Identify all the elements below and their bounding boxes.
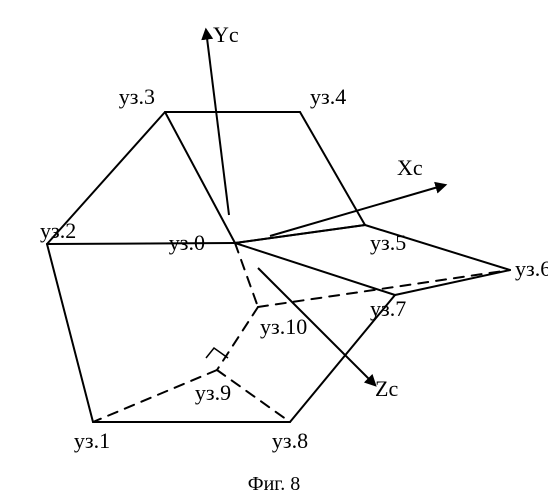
axis-label-Yc: Yc — [213, 22, 239, 47]
vertex-label-p6: уз.6 — [515, 256, 548, 281]
right-angle-marker — [206, 348, 228, 358]
axis-Yc — [206, 30, 229, 215]
vertex-label-p5: уз.5 — [370, 230, 406, 255]
edge-p0-p2 — [47, 243, 235, 244]
hidden-edge-p10-p9 — [217, 307, 258, 370]
vertex-label-p2: уз.2 — [40, 218, 76, 243]
vertex-label-p9: уз.9 — [195, 380, 231, 405]
axis-label-Zc: Zc — [375, 376, 398, 401]
edge-p4-p5 — [300, 112, 365, 225]
axis-Xc — [270, 185, 445, 236]
hidden-edge-p0-p10 — [235, 243, 258, 307]
vertex-label-p7: уз.7 — [370, 296, 406, 321]
vertex-label-p10: уз.10 — [260, 314, 307, 339]
figure-caption: Фиг. 8 — [248, 473, 300, 495]
edge-p6-p7 — [395, 270, 510, 295]
figure-diagram: Yc Xc Zc уз.0 уз.1 уз.2 уз.3 уз.4 уз.5 уз.6 уз.7 уз… — [0, 0, 548, 500]
axis-label-Xc: Xc — [397, 155, 423, 180]
vertex-label-p4: уз.4 — [310, 84, 346, 109]
vertex-label-p1: уз.1 — [74, 428, 110, 453]
vertex-label-p8: уз.8 — [272, 428, 308, 453]
vertex-label-p0: уз.0 — [169, 230, 205, 255]
vertex-label-p3: уз.3 — [119, 84, 155, 109]
edge-p2-p1 — [47, 244, 93, 422]
